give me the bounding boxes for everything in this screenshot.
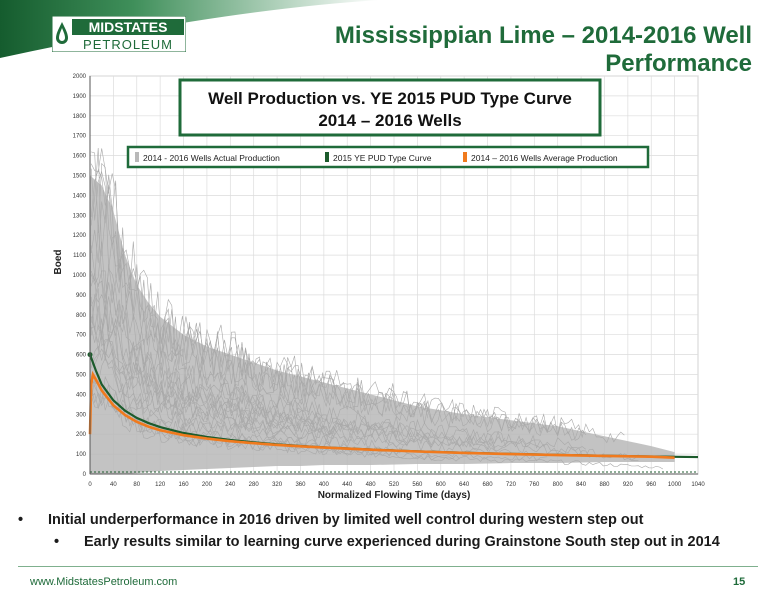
- chart-title-line1: Well Production vs. YE 2015 PUD Type Cur…: [208, 89, 572, 108]
- x-tick-label: 920: [623, 482, 634, 488]
- production-chart: 0 40 80 120 160 200 240 280 320 360 400 440 480 520 56…: [53, 74, 705, 501]
- svg-text:MIDSTATES: MIDSTATES: [89, 19, 168, 35]
- actual-production-trace: [90, 184, 351, 409]
- actual-production-trace: [90, 338, 334, 445]
- bullet-text-1: Initial underperformance in 2016 driven …: [48, 512, 644, 528]
- svg-text:PETROLEUM: PETROLEUM: [83, 37, 173, 52]
- y-tick-label: 1500: [73, 174, 87, 180]
- x-tick-label: 560: [412, 482, 423, 488]
- x-tick-label: 1000: [668, 482, 682, 488]
- actual-production-trace: [90, 241, 313, 421]
- company-logo: MIDSTATES PETROLEUM: [51, 15, 187, 53]
- chart-title-line2: 2014 – 2016 Wells: [318, 111, 461, 130]
- x-tick-label: 680: [483, 482, 494, 488]
- actual-production-area: [90, 175, 675, 474]
- y-tick-label: 2000: [73, 74, 87, 80]
- x-tick-label: 840: [576, 482, 587, 488]
- legend: 2014 - 2016 Wells Actual Production 2015…: [126, 145, 650, 169]
- slide-title: Mississippian Lime – 2014-2016 Well Perf…: [334, 22, 752, 77]
- actual-production-trace: [91, 151, 429, 419]
- y-tick-label: 1800: [73, 114, 87, 120]
- x-tick-label: 960: [646, 482, 657, 488]
- y-tick-label: 600: [76, 353, 87, 359]
- bullet-text-2: Early results similar to learning curve …: [84, 534, 720, 550]
- y-tick-label: 200: [76, 432, 87, 438]
- y-tick-label: 1700: [73, 134, 87, 140]
- actual-production-trace: [90, 264, 506, 444]
- actual-production-trace: [90, 169, 558, 434]
- y-tick-label: 500: [76, 373, 87, 379]
- bullet-item-2: • Early results similar to learning curv…: [18, 534, 768, 550]
- y-tick-label: 1300: [73, 213, 87, 219]
- x-tick-label: 0: [88, 482, 92, 488]
- y-tick-labels: 0 100 200 300 400 500 600 700 800 900 1000 1100 1200…: [73, 74, 87, 478]
- y-tick-label: 1400: [73, 193, 87, 199]
- x-tick-label: 520: [389, 482, 400, 488]
- legend-swatch-type-curve: [325, 152, 329, 162]
- actual-production-trace: [90, 348, 404, 454]
- axes: [89, 76, 698, 475]
- y-tick-label: 900: [76, 293, 87, 299]
- y-tick-label: 1100: [73, 253, 87, 259]
- x-tick-label: 480: [366, 482, 377, 488]
- bullet-dot: •: [54, 534, 60, 550]
- y-tick-label: 400: [76, 392, 87, 398]
- x-tick-label: 720: [506, 482, 517, 488]
- average-production-line-group: [88, 370, 675, 459]
- y-tick-label: 100: [76, 452, 87, 458]
- legend-label-actual: 2014 - 2016 Wells Actual Production: [143, 153, 280, 163]
- actual-production-trace: [90, 148, 625, 444]
- y-tick-label: 300: [76, 412, 87, 418]
- legend-swatch-average: [463, 152, 467, 162]
- x-tick-label: 440: [342, 482, 353, 488]
- x-tick-label: 800: [553, 482, 564, 488]
- x-tick-label: 80: [133, 482, 140, 488]
- legend-label-type-curve: 2015 YE PUD Type Curve: [333, 153, 432, 163]
- average-production-line: [88, 370, 675, 459]
- y-axis-label: Boed: [53, 250, 64, 275]
- x-tick-label: 360: [295, 482, 306, 488]
- y-tick-label: 700: [76, 333, 87, 339]
- actual-production-trace: [90, 168, 587, 441]
- bullet-item-1: • Initial underperformance in 2016 drive…: [18, 512, 768, 528]
- x-tick-label: 160: [179, 482, 190, 488]
- actual-production-trace: [90, 293, 495, 450]
- y-tick-label: 1200: [73, 233, 87, 239]
- y-tick-label: 800: [76, 313, 87, 319]
- actual-production-envelope: [90, 175, 675, 474]
- actual-production-trace: [90, 296, 351, 439]
- x-tick-label: 880: [599, 482, 610, 488]
- x-axis-label: Normalized Flowing Time (days): [318, 490, 471, 501]
- actual-production-trace: [90, 387, 664, 470]
- legend-swatch-actual: [135, 152, 139, 162]
- x-tick-label: 40: [110, 482, 117, 488]
- x-tick-label: 200: [202, 482, 213, 488]
- header-band: [0, 0, 380, 58]
- y-tick-label: 1900: [73, 94, 87, 100]
- x-tick-label: 1040: [691, 482, 705, 488]
- x-tick-label: 760: [529, 482, 540, 488]
- y-tick-label: 0: [83, 472, 87, 478]
- x-tick-label: 640: [459, 482, 470, 488]
- bullet-list: • Initial underperformance in 2016 drive…: [18, 512, 768, 550]
- actual-production-trace: [90, 288, 639, 461]
- bullet-dot: •: [18, 512, 24, 528]
- y-tick-label: 1000: [73, 273, 87, 279]
- footer-website-link[interactable]: www.MidstatesPetroleum.com: [30, 576, 178, 588]
- footer-divider: [18, 566, 758, 567]
- x-tick-label: 280: [249, 482, 260, 488]
- legend-label-average: 2014 – 2016 Wells Average Production: [471, 153, 618, 163]
- chart-title-box: Well Production vs. YE 2015 PUD Type Cur…: [178, 78, 602, 137]
- x-tick-labels: 0 40 80 120 160 200 240 280 320 360 400 440 480 520 56…: [88, 482, 705, 488]
- y-tick-label: 1600: [73, 154, 87, 160]
- page-number: 15: [733, 576, 746, 588]
- x-tick-label: 240: [225, 482, 236, 488]
- x-tick-label: 400: [319, 482, 330, 488]
- x-tick-label: 600: [436, 482, 447, 488]
- x-tick-label: 320: [272, 482, 283, 488]
- x-tick-label: 120: [155, 482, 166, 488]
